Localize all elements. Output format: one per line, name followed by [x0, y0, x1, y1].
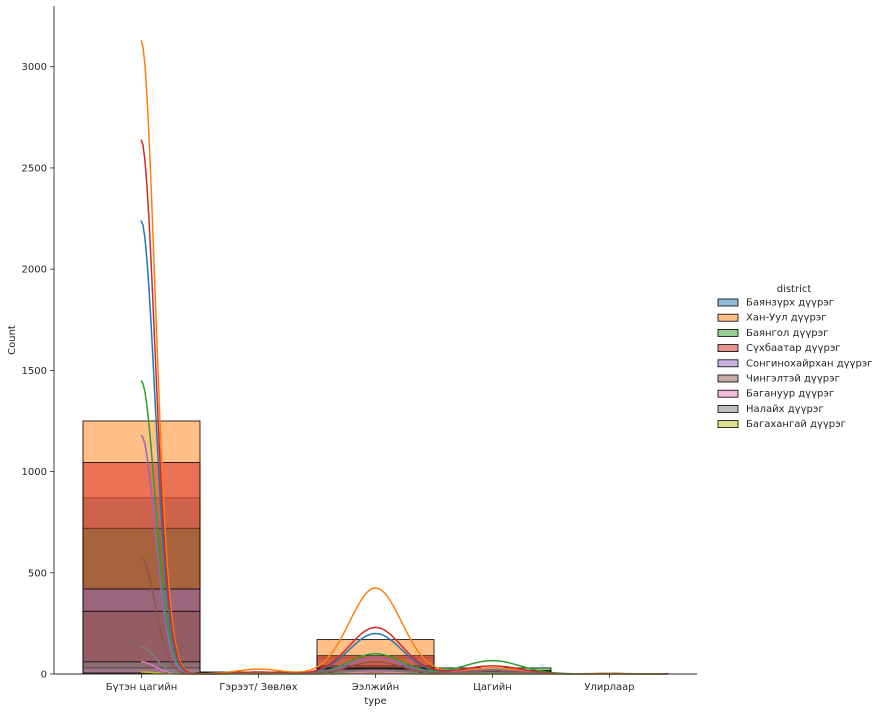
- legend-swatch: [717, 389, 739, 398]
- bars: [82, 420, 669, 675]
- legend-swatch: [717, 313, 739, 322]
- y-tick-label: 2500: [22, 163, 47, 174]
- y-axis-label: Count: [7, 325, 18, 355]
- y-tick-label: 2000: [22, 265, 47, 276]
- kde-curves: [140, 40, 667, 675]
- legend-label: Багахангай дүүрэг: [746, 419, 846, 430]
- x-axis-label: type: [364, 696, 386, 707]
- legend-items: Баянзүрх дүүрэг Хан-Уул дүүрэг Баянгол дүү…: [717, 298, 873, 430]
- kde-line-1: [140, 40, 667, 675]
- legend-swatch: [717, 298, 739, 307]
- kde-line-4: [140, 434, 667, 675]
- y-tick-label: 1500: [22, 366, 47, 377]
- kde-line-3: [140, 139, 667, 675]
- kde-line-0: [140, 220, 667, 675]
- y-tick-label: 3000: [22, 62, 47, 73]
- legend-swatch: [717, 328, 739, 337]
- legend-title: district: [777, 284, 812, 295]
- x-tick-label: Улирлаар: [584, 682, 634, 693]
- y-tick-label: 500: [28, 568, 47, 579]
- x-tick-label: Цагийн: [473, 682, 512, 693]
- y-tick-label: 1000: [22, 467, 47, 478]
- legend-label: Баянзүрх дүүрэг: [746, 298, 834, 309]
- legend-label: Чингэлтэй дүүрэг: [746, 374, 840, 385]
- legend-swatch: [717, 359, 739, 368]
- legend-swatch: [717, 420, 739, 429]
- legend-label: Хан-Уул дүүрэг: [746, 313, 827, 324]
- x-tick-label: Бүтэн цагийн: [106, 682, 178, 693]
- legend-swatch: [717, 344, 739, 353]
- legend-swatch: [717, 374, 739, 383]
- legend-label: Баянгол дүүрэг: [746, 328, 828, 339]
- axes: 0 500 1000 1500 2000 2500 3000 Бүтэн цагийн Гэрэ…: [22, 6, 697, 693]
- x-tick-label: Гэрээт/ Зөвлөх: [219, 682, 297, 693]
- legend-label: Сүхбаатар дүүрэг: [746, 343, 841, 354]
- legend-label: Багануур дүүрэг: [746, 389, 834, 400]
- legend-label: Налайх дүүрэг: [746, 404, 824, 415]
- legend-swatch: [717, 404, 739, 413]
- y-tick-label: 0: [41, 670, 47, 681]
- legend-label: Сонгинохайрхан дүүрэг: [746, 358, 873, 369]
- x-tick-label: Ээлжийн: [352, 682, 399, 693]
- kde-line-2: [140, 380, 667, 675]
